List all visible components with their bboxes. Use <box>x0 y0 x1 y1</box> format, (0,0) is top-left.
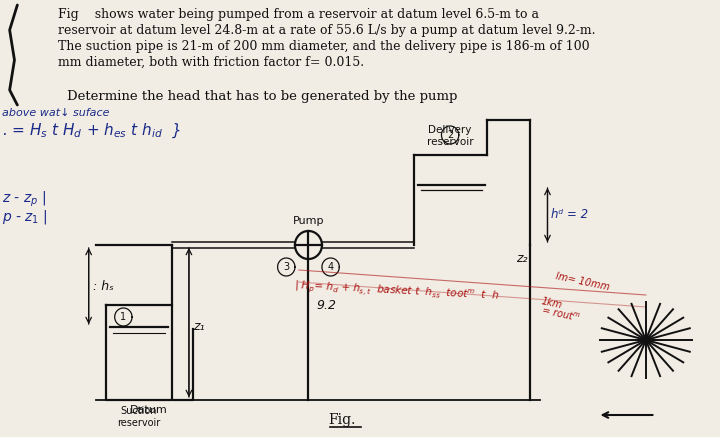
Text: reservoir at datum level 24.8-m at a rate of 55.6 L/s by a pump at datum level 9: reservoir at datum level 24.8-m at a rat… <box>58 24 595 37</box>
Text: = rout$^m$: = rout$^m$ <box>540 304 581 324</box>
Text: $p$ - $z_1$ |: $p$ - $z_1$ | <box>2 208 48 226</box>
Text: z₂: z₂ <box>516 252 527 265</box>
Text: above wat↓ suface: above wat↓ suface <box>2 108 109 118</box>
Text: Fig    shows water being pumped from a reservoir at datum level 6.5-m to a: Fig shows water being pumped from a rese… <box>58 8 539 21</box>
Text: 4: 4 <box>328 262 333 272</box>
Text: : hₛ: : hₛ <box>93 280 113 292</box>
Text: Determine the head that has to be generated by the pump: Determine the head that has to be genera… <box>68 90 458 103</box>
Text: 9.2: 9.2 <box>316 299 336 312</box>
Text: Datum: Datum <box>130 405 168 415</box>
Text: . = $H_s$ t $H_d$ + $h_{es}$ t $h_{id}$  }: . = $H_s$ t $H_d$ + $h_{es}$ t $h_{id}$ … <box>2 122 181 140</box>
Text: | $H_p$= $h_d$ + $h_{s,t}$  basket t  $h_{ss}$  toot$^m$  t  h: | $H_p$= $h_d$ + $h_{s,t}$ basket t $h_{… <box>294 278 500 304</box>
Text: 1km: 1km <box>540 296 563 310</box>
Text: Delivery
reservoir: Delivery reservoir <box>427 125 474 147</box>
Text: The suction pipe is 21-m of 200 mm diameter, and the delivery pipe is 186-m of 1: The suction pipe is 21-m of 200 mm diame… <box>58 40 590 53</box>
Text: lm= 10mm: lm= 10mm <box>554 271 610 292</box>
Text: $z$ - $z_p$ |: $z$ - $z_p$ | <box>2 190 46 209</box>
Text: hᵈ = 2: hᵈ = 2 <box>552 208 588 222</box>
Text: 3: 3 <box>283 262 289 272</box>
Text: 1: 1 <box>120 312 127 322</box>
Text: Fig.: Fig. <box>328 413 356 427</box>
Text: Suction
reservoir: Suction reservoir <box>117 406 161 427</box>
Text: mm diameter, both with friction factor f= 0.015.: mm diameter, both with friction factor f… <box>58 56 364 69</box>
Text: 2: 2 <box>447 130 454 140</box>
Text: z₁: z₁ <box>193 320 204 333</box>
Text: Pump: Pump <box>293 216 324 226</box>
